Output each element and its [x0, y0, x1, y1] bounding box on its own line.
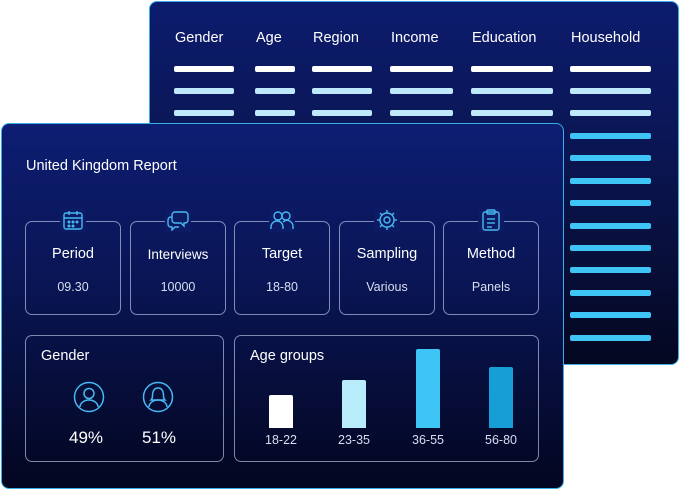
column-header-region: Region	[313, 30, 359, 46]
age-bar-label: 56-80	[485, 433, 517, 447]
chat-bubbles-icon	[165, 208, 191, 232]
column-header-age: Age	[256, 30, 282, 46]
card-interviews-label: Interviews	[147, 247, 209, 262]
people-icon	[269, 208, 295, 232]
card-period-value: 09.30	[57, 280, 89, 294]
table-cell-placeholder	[570, 133, 651, 139]
female-percent: 51%	[142, 428, 177, 447]
column-header-education: Education	[472, 30, 537, 46]
table-cell-placeholder	[570, 335, 651, 341]
age-bar-label: 23-35	[338, 433, 370, 447]
table-cell-placeholder	[312, 88, 372, 94]
age-bar	[269, 395, 293, 428]
age-groups-box: Age groups 18-22 23-35 36-55 56-80	[234, 335, 539, 462]
table-cell-placeholder	[570, 66, 651, 72]
card-sampling-value: Various	[366, 280, 408, 294]
card-sampling: Sampling Various	[339, 208, 435, 315]
column-header-household: Household	[571, 30, 641, 46]
table-cell-placeholder	[390, 66, 453, 72]
report-title: United Kingdom Report	[26, 158, 177, 174]
table-cell-placeholder	[471, 110, 553, 116]
age-bar	[489, 367, 513, 428]
calendar-icon	[60, 208, 86, 232]
table-cell-placeholder	[255, 88, 295, 94]
table-cell-placeholder	[390, 110, 453, 116]
gender-title: Gender	[41, 348, 90, 364]
card-target: Target 18-80	[234, 208, 330, 315]
gender-box: Gender 49% 51%	[25, 335, 224, 462]
table-cell-placeholder	[471, 88, 553, 94]
table-cell-placeholder	[312, 66, 372, 72]
gear-icon	[374, 208, 400, 232]
female-avatar-icon	[138, 381, 178, 418]
age-bar	[416, 349, 440, 428]
table-cell-placeholder	[174, 66, 234, 72]
clipboard-icon	[478, 208, 504, 232]
table-cell-placeholder	[570, 290, 651, 296]
table-cell-placeholder	[174, 88, 234, 94]
table-cell-placeholder	[570, 110, 651, 116]
table-cell-placeholder	[390, 88, 453, 94]
table-cell-placeholder	[312, 110, 372, 116]
card-method: Method Panels	[443, 208, 539, 315]
table-cell-placeholder	[570, 267, 651, 273]
table-cell-placeholder	[570, 245, 651, 251]
card-target-label: Target	[261, 246, 303, 262]
column-header-income: Income	[391, 30, 439, 46]
table-cell-placeholder	[570, 200, 651, 206]
age-bar-label: 18-22	[265, 433, 297, 447]
card-target-value: 18-80	[266, 280, 298, 294]
table-cell-placeholder	[570, 223, 651, 229]
age-bar	[342, 380, 366, 428]
card-sampling-label: Sampling	[356, 246, 418, 262]
table-cell-placeholder	[570, 312, 651, 318]
male-avatar-icon	[69, 381, 109, 418]
card-period-label: Period	[52, 246, 94, 262]
card-interviews: Interviews 10000	[130, 208, 226, 315]
card-interviews-value: 10000	[160, 280, 196, 294]
card-method-value: Panels	[471, 280, 511, 294]
table-cell-placeholder	[570, 178, 651, 184]
column-header-gender: Gender	[175, 30, 224, 46]
table-cell-placeholder	[570, 88, 651, 94]
card-method-label: Method	[466, 246, 516, 262]
age-bar-label: 36-55	[412, 433, 444, 447]
table-cell-placeholder	[255, 110, 295, 116]
age-groups-title: Age groups	[250, 348, 325, 364]
table-cell-placeholder	[570, 155, 651, 161]
table-cell-placeholder	[255, 66, 295, 72]
report-panel: United Kingdom Report Period 09.30 Inter…	[1, 123, 564, 489]
male-percent: 49%	[69, 428, 104, 447]
card-period: Period 09.30	[25, 208, 121, 315]
table-cell-placeholder	[174, 110, 234, 116]
table-cell-placeholder	[471, 66, 553, 72]
